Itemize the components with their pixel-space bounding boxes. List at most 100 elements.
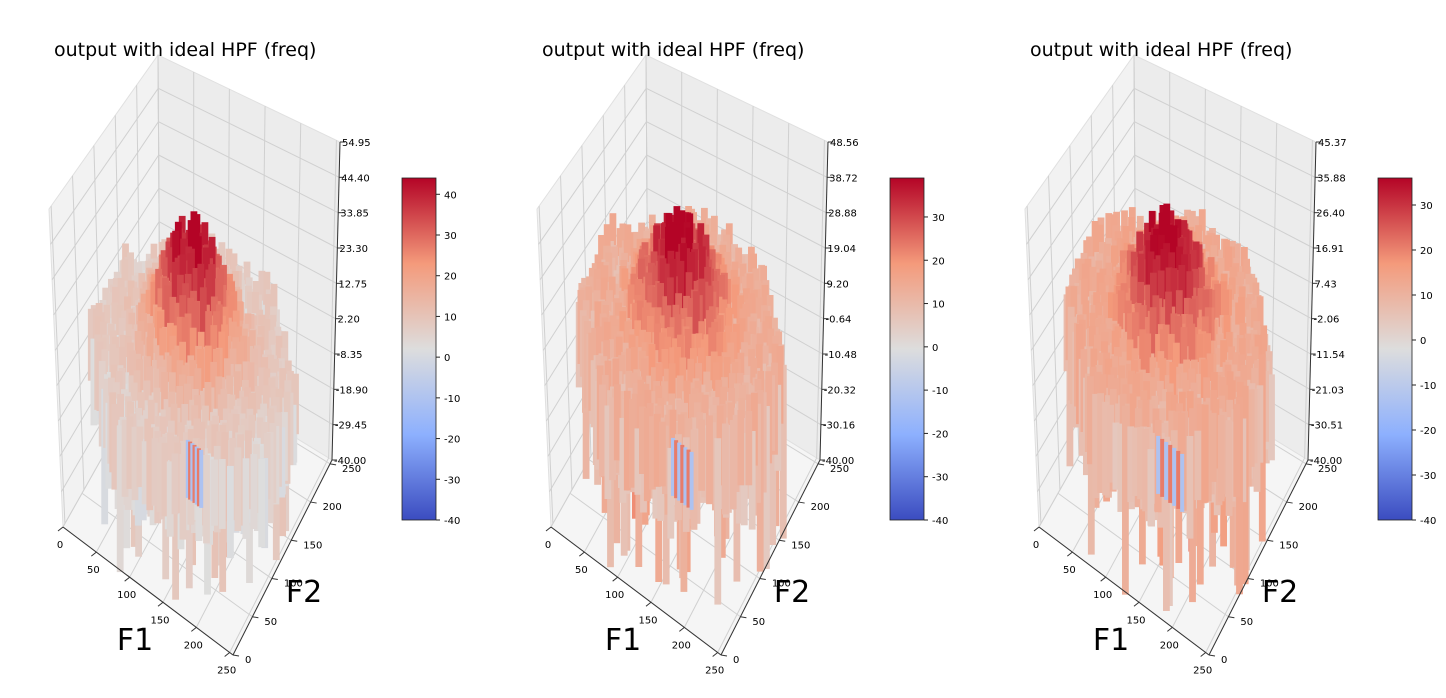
x-tick-label: 0: [1033, 540, 1039, 551]
surface-strip: [1102, 401, 1109, 496]
x-tick-label: 50: [87, 565, 100, 576]
x-tick-mark: [1167, 627, 1173, 632]
surface-strip: [1122, 405, 1129, 595]
notch-strip: [192, 444, 197, 503]
x-tick-label: 50: [1063, 565, 1076, 576]
z-tick-label: 28.88: [828, 209, 857, 220]
surface-strip: [1149, 307, 1157, 398]
x-tick-mark: [579, 551, 585, 557]
y-tick-label: 200: [811, 502, 830, 513]
z-tick-label: 19.04: [827, 244, 856, 255]
surface-strip: [690, 429, 698, 530]
z-tick-label: -8.35: [337, 350, 363, 361]
surface-strip: [151, 438, 159, 506]
x-tick-mark: [191, 627, 197, 632]
z-tick-label: -11.54: [1313, 350, 1345, 361]
x-tick-mark: [1133, 601, 1140, 607]
y-tick-mark: [759, 578, 766, 581]
colorbar: -40 -30 -20 -10 0 10 20 30: [889, 177, 948, 527]
colorbar-tick-label: -10: [932, 386, 948, 397]
chart-title: output with ideal HPF (freq): [1030, 39, 1292, 61]
surface-strip: [1132, 427, 1140, 496]
surface-strip: [653, 413, 661, 487]
surface-strip: [146, 427, 154, 511]
z-tick-label: 54.95: [342, 138, 371, 149]
surface-strip: [1170, 268, 1178, 343]
y-tick-mark: [329, 463, 337, 466]
notch-strip: [674, 440, 679, 499]
x-tick-label: 250: [217, 665, 236, 676]
surface-strip: [179, 453, 187, 540]
x-axis-label: F1: [117, 623, 153, 658]
z-tick-label: 44.40: [341, 173, 370, 184]
surface-strip: [171, 453, 179, 515]
surface-strip: [667, 447, 675, 539]
y-tick-mark: [310, 501, 317, 504]
chart-title: output with ideal HPF (freq): [542, 39, 804, 61]
surface-strip: [706, 415, 713, 505]
surface-strip: [1209, 412, 1217, 482]
colorbar-tick-label: 20: [444, 272, 457, 283]
colorbar-gradient: [1377, 177, 1413, 521]
surface-strip: [164, 285, 172, 349]
notch-strip: [677, 442, 682, 501]
surface-strip: [234, 447, 242, 531]
y-tick-mark: [779, 539, 786, 542]
x-tick-mark: [1067, 551, 1073, 557]
colorbar-tick-label: -30: [444, 475, 460, 486]
z-tick-label: -30.16: [823, 421, 855, 432]
surface-strip: [1087, 376, 1094, 465]
notch-strip: [671, 437, 675, 496]
z-tick-label: -18.90: [336, 385, 368, 396]
x-tick-label: 0: [545, 540, 551, 551]
surface-strip: [172, 436, 179, 600]
surface-strip: [205, 311, 212, 380]
y-axis-label: F2: [1262, 575, 1298, 610]
x-tick-mark: [91, 551, 97, 557]
y-axis-label: F2: [774, 575, 810, 610]
colorbar-tick-label: 10: [444, 312, 457, 323]
y-tick-mark: [720, 654, 728, 657]
colorbar-tick-label: -20: [932, 429, 948, 440]
x-tick-mark: [712, 652, 718, 657]
surface-strip: [629, 398, 636, 488]
surface-strip: [599, 384, 606, 477]
colorbar-tick-label: 20: [932, 256, 945, 267]
y-tick-mark: [1286, 501, 1293, 504]
surface-strip: [131, 426, 139, 501]
surface-strip: [166, 461, 174, 537]
x-tick-label: 250: [1193, 665, 1212, 676]
surface-strip: [1217, 415, 1225, 502]
surface-strip: [732, 284, 739, 351]
notch-strip: [188, 441, 193, 500]
surface-strips: [87, 211, 299, 600]
surface-strip: [141, 441, 149, 505]
surface-strip: [1112, 422, 1120, 490]
x-tick-label: 100: [1093, 590, 1112, 601]
colorbar-tick-label: 10: [1420, 291, 1433, 302]
z-tick-label: -40.00: [334, 456, 366, 467]
colorbar-tick-label: -10: [444, 394, 460, 405]
notch-strip: [199, 449, 204, 508]
x-tick-label: 250: [705, 665, 724, 676]
x-tick-label: 200: [1160, 640, 1179, 651]
notch-strip: [1176, 450, 1181, 509]
y-tick-label: 250: [1318, 464, 1337, 475]
surface-panel-1: 050100150200250050100150200250-40.00-29.…: [48, 39, 460, 676]
x-tick-label: 200: [672, 640, 691, 651]
y-tick-label: 100: [772, 579, 791, 590]
surface-strip: [698, 419, 706, 491]
y-tick-mark: [271, 578, 278, 581]
y-tick-mark: [1228, 616, 1235, 619]
colorbar-tick-label: 30: [932, 213, 945, 224]
surface-strip: [1142, 429, 1149, 512]
notch-strip: [1160, 438, 1165, 497]
notch-strip: [1164, 441, 1169, 500]
y-tick-label: 150: [791, 540, 810, 551]
surface-strip: [745, 411, 753, 486]
z-tick-label: -30.51: [1311, 421, 1343, 432]
y-axis-label: F2: [286, 575, 322, 610]
surface-strip: [126, 416, 134, 489]
surface-strip: [779, 364, 787, 539]
colorbar-tick-label: 30: [444, 231, 457, 242]
